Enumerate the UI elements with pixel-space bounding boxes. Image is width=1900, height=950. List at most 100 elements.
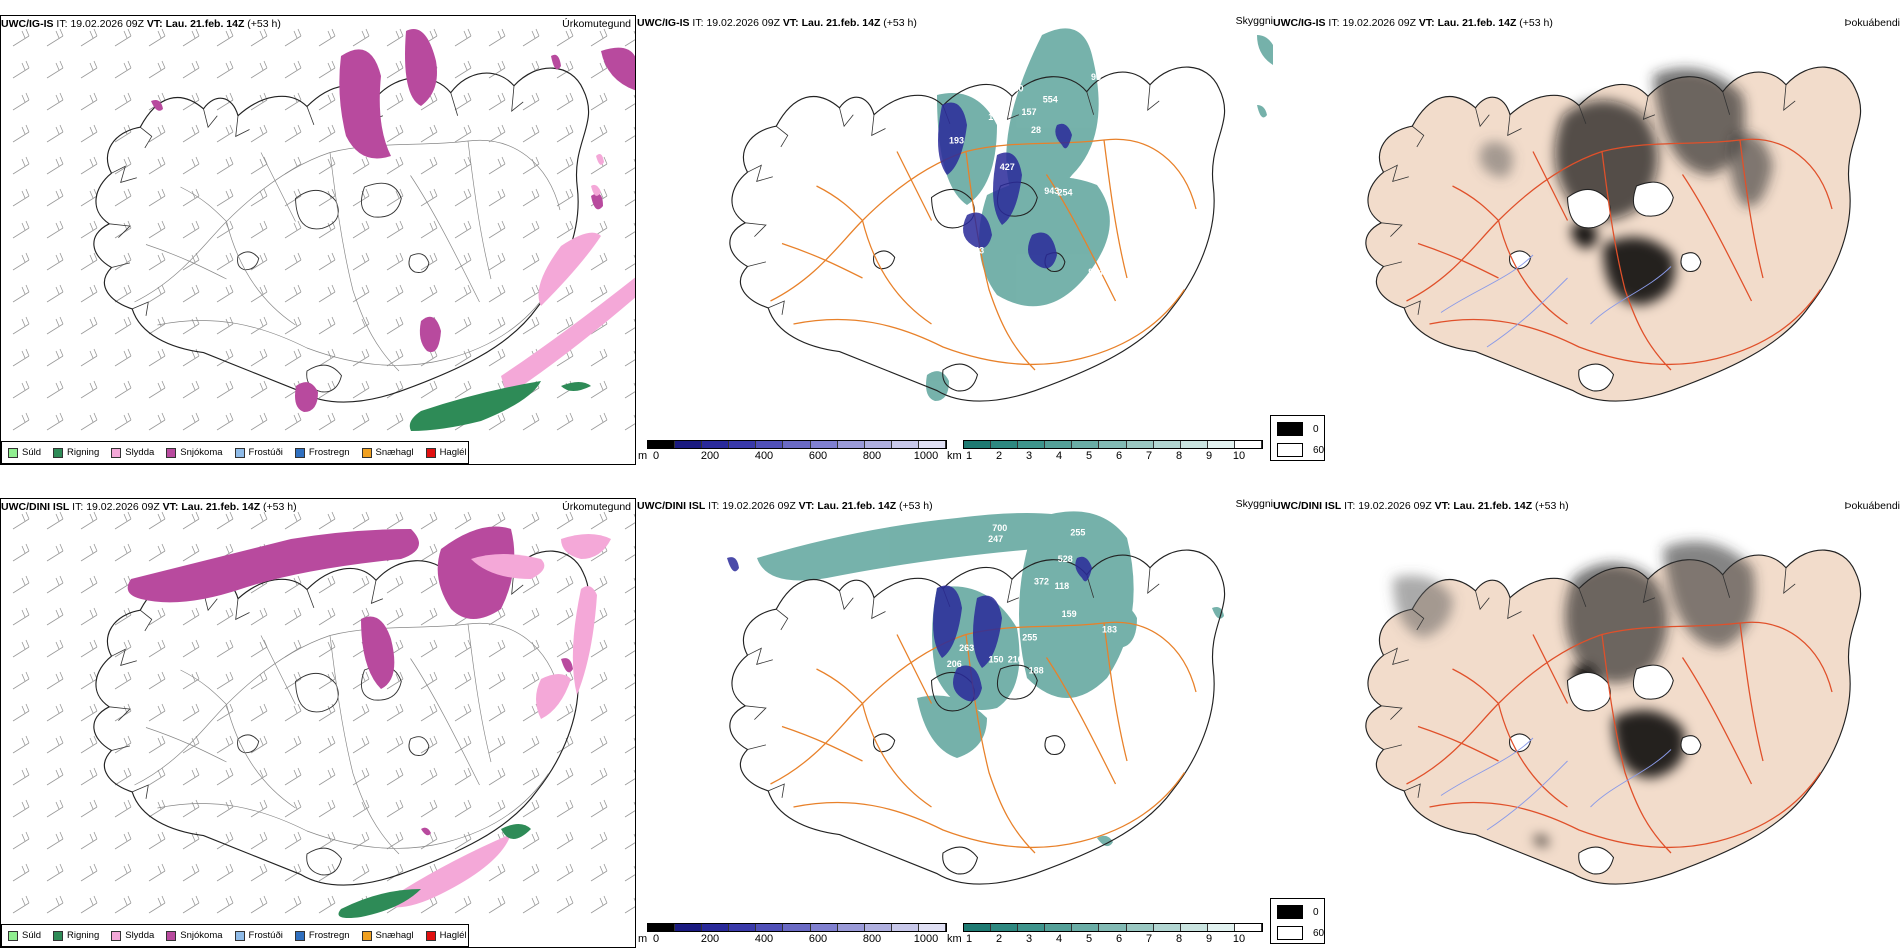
wind-barb [182,92,200,111]
ceiling-label: 382 [958,271,973,281]
wind-barb [522,703,540,722]
colorbar-tick: 10 [1232,933,1246,945]
colorbar-segment [783,924,811,931]
wind-barb [590,28,608,47]
wind-barb [46,895,64,914]
wind-barb [80,895,98,914]
wind-barb [250,220,268,239]
wind-barb [216,671,234,690]
legend-item: Snjókoma [166,930,223,941]
ceiling-label: 216 [946,561,961,571]
wind-barb [12,348,30,367]
panel-title: Skyggni [1235,15,1273,27]
wind-barb [12,639,30,658]
ceiling-colorbar [647,440,947,449]
wind-barb [216,863,234,882]
wind-barb [318,639,336,658]
wind-barb [216,60,234,79]
wind-barb [216,895,234,914]
ceiling-unit: m [638,450,648,462]
colorbar-segment [756,441,784,448]
wind-barb [216,316,234,335]
ceiling-unit: m [638,933,648,945]
wind-barb [148,124,166,143]
fog-legend-bottom: 0 60 [1270,898,1325,944]
wind-barb [386,284,404,303]
wind-barb [216,767,234,786]
wind-barb [216,124,234,143]
wind-barb [318,767,336,786]
wind-barb [556,703,574,722]
wind-barb [80,252,98,271]
wind-barb [80,60,98,79]
precip-areas [127,526,611,918]
wind-barb [284,348,302,367]
ceiling-label: 255 [1022,633,1037,643]
wind-barb [522,735,540,754]
wind-barb [114,639,132,658]
colorbar-segment [648,924,676,931]
colorbar-segment [864,441,892,448]
colorbar-tick: 9 [1205,933,1213,945]
wind-barb [318,316,336,335]
wind-barb [590,895,608,914]
wind-barb [624,833,635,850]
panel-title: Úrkomutegund [562,18,631,30]
wind-barb [590,831,608,850]
wind-barb [46,735,64,754]
wind-barb [522,284,540,303]
wind-barb [182,60,200,79]
wind-barb [148,252,166,271]
wind-barb [454,92,472,111]
wind-barb [318,284,336,303]
wind-barb [114,831,132,850]
wind-barb [12,28,30,47]
colorbar-segment [648,441,676,448]
wind-barb [488,639,506,658]
colorbar-segment [991,924,1019,931]
wind-barb [284,412,302,431]
wind-barb [318,348,336,367]
wind-barb [46,348,64,367]
colorbar-tick: 1 [965,450,973,462]
fog-swatch-60 [1277,926,1303,940]
wind-barb [488,767,506,786]
fog-map [1365,541,1862,885]
legend-item: Slydda [111,447,154,458]
colorbar-segment [964,924,992,931]
colorbar-segment [1153,924,1181,931]
wind-barb [352,703,370,722]
wind-barb [12,511,30,530]
wind-barb [454,124,472,143]
wind-barb [250,863,268,882]
wind-barb [80,92,98,111]
wind-barb [148,543,166,562]
wind-barb [624,801,635,818]
visibility-colorbar [963,923,1263,932]
wind-barb [148,863,166,882]
wind-barb [318,895,336,914]
wind-barb [420,799,438,818]
ceiling-label: 140 [952,81,967,91]
visibility-unit: km [947,933,962,945]
panel-title: Skyggni [1235,498,1273,510]
wind-barb [12,895,30,914]
colorbar-tick: 1 [965,933,973,945]
colorbar-segment [783,441,811,448]
cloud-colorbars-top: m 0 200 400 600 800 1000 km 1 2 3 4 5 6 7 8 9 10 [637,440,1273,465]
cloud-colorbars-bottom: m 0 200 400 600 800 1000 km 1 2 3 4 5 6 7 8 9 10 [637,923,1273,948]
wind-barb [590,767,608,786]
wind-barb [80,511,98,530]
wind-barb [12,92,30,111]
wind-barb [318,831,336,850]
ceiling-colorbar [647,923,947,932]
wind-barb [556,60,574,79]
wind-barb [386,767,404,786]
wind-barb [182,188,200,207]
wind-barb [250,28,268,47]
wind-barb [454,511,472,530]
wind-barb [182,831,200,850]
wind-barb [182,156,200,175]
colorbar-segment [1072,441,1100,448]
wind-barb [454,831,472,850]
